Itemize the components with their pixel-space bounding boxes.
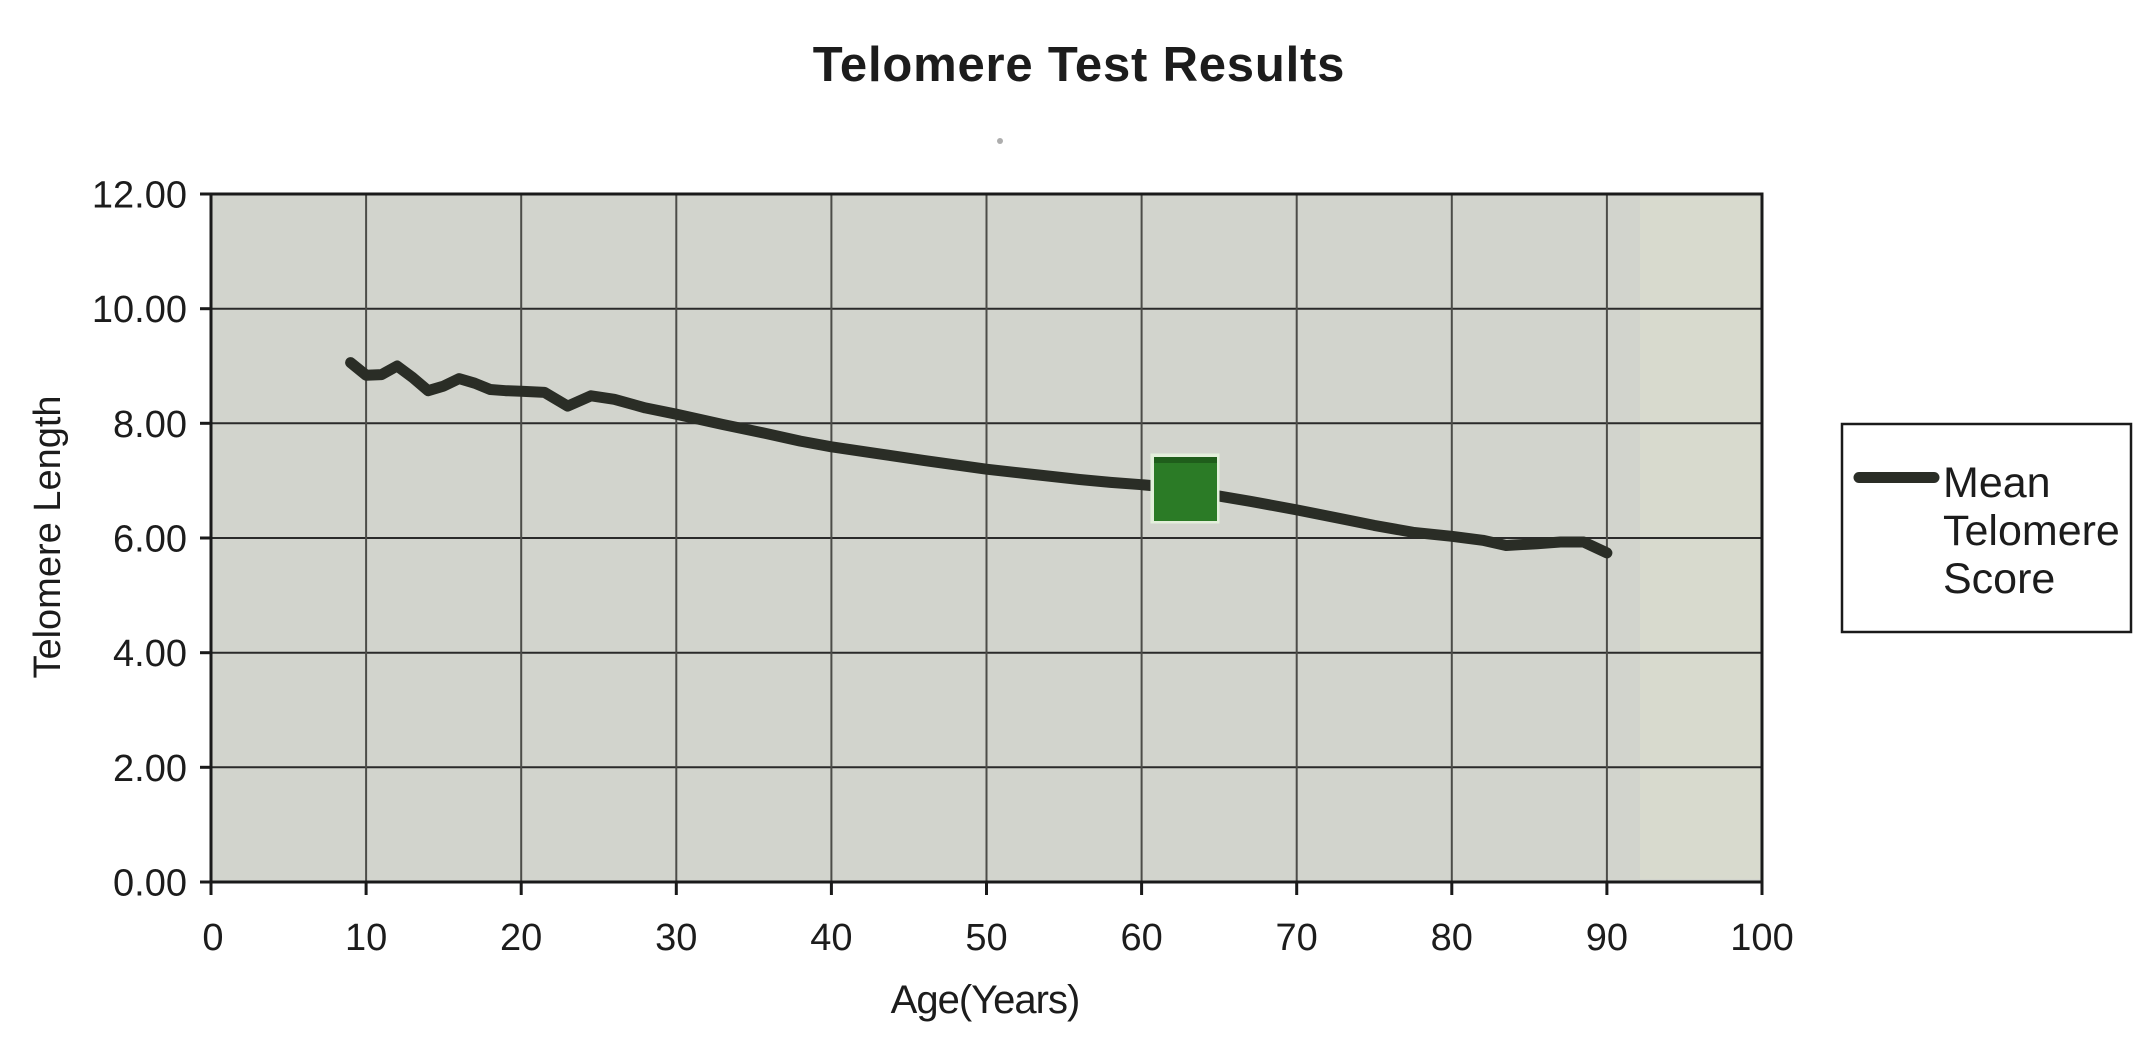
svg-text:20: 20 <box>500 917 542 959</box>
svg-text:60: 60 <box>1120 917 1162 959</box>
svg-text:4.00: 4.00 <box>113 633 187 675</box>
svg-text:Telomere Test Results: Telomere Test Results <box>813 38 1345 92</box>
svg-text:10.00: 10.00 <box>92 289 187 331</box>
svg-text:50: 50 <box>965 917 1007 959</box>
svg-text:8.00: 8.00 <box>113 404 187 446</box>
svg-text:Age(Years): Age(Years) <box>891 978 1080 1022</box>
svg-text:2.00: 2.00 <box>113 748 187 790</box>
svg-text:Mean: Mean <box>1943 459 2051 507</box>
svg-text:Score: Score <box>1943 555 2055 603</box>
svg-text:30: 30 <box>655 917 697 959</box>
svg-text:0.00: 0.00 <box>113 863 187 905</box>
svg-text:90: 90 <box>1586 917 1628 959</box>
svg-text:6.00: 6.00 <box>113 519 187 561</box>
svg-text:0: 0 <box>202 917 223 959</box>
svg-text:80: 80 <box>1431 917 1473 959</box>
svg-text:100: 100 <box>1730 917 1793 959</box>
svg-text:12.00: 12.00 <box>92 175 187 217</box>
svg-text:70: 70 <box>1276 917 1318 959</box>
svg-text:Telomere Length: Telomere Length <box>27 395 69 678</box>
svg-text:10: 10 <box>345 917 387 959</box>
svg-text:40: 40 <box>810 917 852 959</box>
svg-text:Telomere: Telomere <box>1943 507 2120 555</box>
